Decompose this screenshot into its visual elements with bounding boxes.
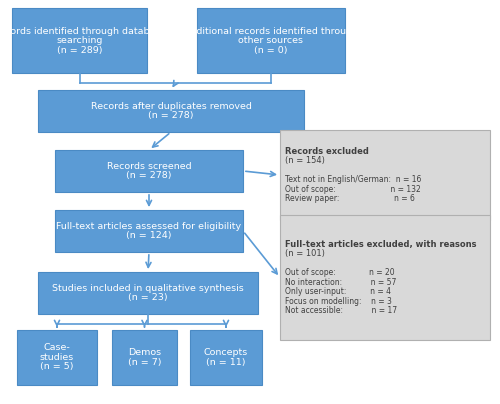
FancyBboxPatch shape — [17, 330, 97, 385]
FancyBboxPatch shape — [197, 8, 345, 73]
FancyBboxPatch shape — [38, 90, 304, 132]
Text: (n = 124): (n = 124) — [126, 231, 172, 240]
Text: (n = 278): (n = 278) — [126, 171, 172, 180]
Text: Review paper:                       n = 6: Review paper: n = 6 — [285, 194, 415, 203]
Text: other sources: other sources — [238, 36, 304, 45]
Text: Text not in English/German:  n = 16: Text not in English/German: n = 16 — [285, 175, 422, 184]
Text: Full-text articles excluded, with reasons: Full-text articles excluded, with reason… — [285, 240, 476, 249]
Text: Additional records identified through: Additional records identified through — [184, 27, 358, 36]
Text: (n = 11): (n = 11) — [206, 358, 246, 367]
Text: Concepts: Concepts — [204, 348, 248, 357]
FancyBboxPatch shape — [190, 330, 262, 385]
Text: Out of scope:              n = 20: Out of scope: n = 20 — [285, 268, 395, 277]
FancyBboxPatch shape — [55, 150, 243, 192]
Text: Focus on modelling:    n = 3: Focus on modelling: n = 3 — [285, 297, 392, 306]
Text: Out of scope:                       n = 132: Out of scope: n = 132 — [285, 185, 421, 194]
Text: (n = 7): (n = 7) — [128, 358, 161, 367]
Text: Full-text articles assessed for eligibility: Full-text articles assessed for eligibil… — [56, 222, 242, 231]
Text: Records screened: Records screened — [106, 162, 192, 171]
Text: Studies included in qualitative synthesis: Studies included in qualitative synthesi… — [52, 284, 244, 293]
Text: Demos: Demos — [128, 348, 161, 357]
FancyBboxPatch shape — [12, 8, 147, 73]
FancyBboxPatch shape — [280, 215, 490, 340]
Text: (n = 101): (n = 101) — [285, 249, 325, 258]
Text: No interaction:            n = 57: No interaction: n = 57 — [285, 278, 397, 287]
Text: (n = 289): (n = 289) — [57, 46, 102, 55]
FancyBboxPatch shape — [112, 330, 177, 385]
FancyBboxPatch shape — [55, 210, 243, 252]
Text: studies: studies — [40, 353, 74, 362]
Text: Records after duplicates removed: Records after duplicates removed — [90, 102, 252, 111]
Text: (n = 23): (n = 23) — [128, 293, 168, 302]
Text: (n = 5): (n = 5) — [40, 362, 74, 372]
Text: Not accessible:            n = 17: Not accessible: n = 17 — [285, 306, 397, 315]
Text: (n = 154): (n = 154) — [285, 156, 325, 165]
Text: (n = 0): (n = 0) — [254, 46, 288, 55]
FancyBboxPatch shape — [38, 272, 258, 314]
Text: searching: searching — [56, 36, 102, 45]
Text: Records identified through database: Records identified through database — [0, 27, 166, 36]
FancyBboxPatch shape — [280, 130, 490, 220]
Text: Only user-input:          n = 4: Only user-input: n = 4 — [285, 287, 391, 296]
Text: Case-: Case- — [44, 343, 70, 353]
Text: (n = 278): (n = 278) — [148, 111, 194, 120]
Text: Records excluded: Records excluded — [285, 147, 369, 156]
